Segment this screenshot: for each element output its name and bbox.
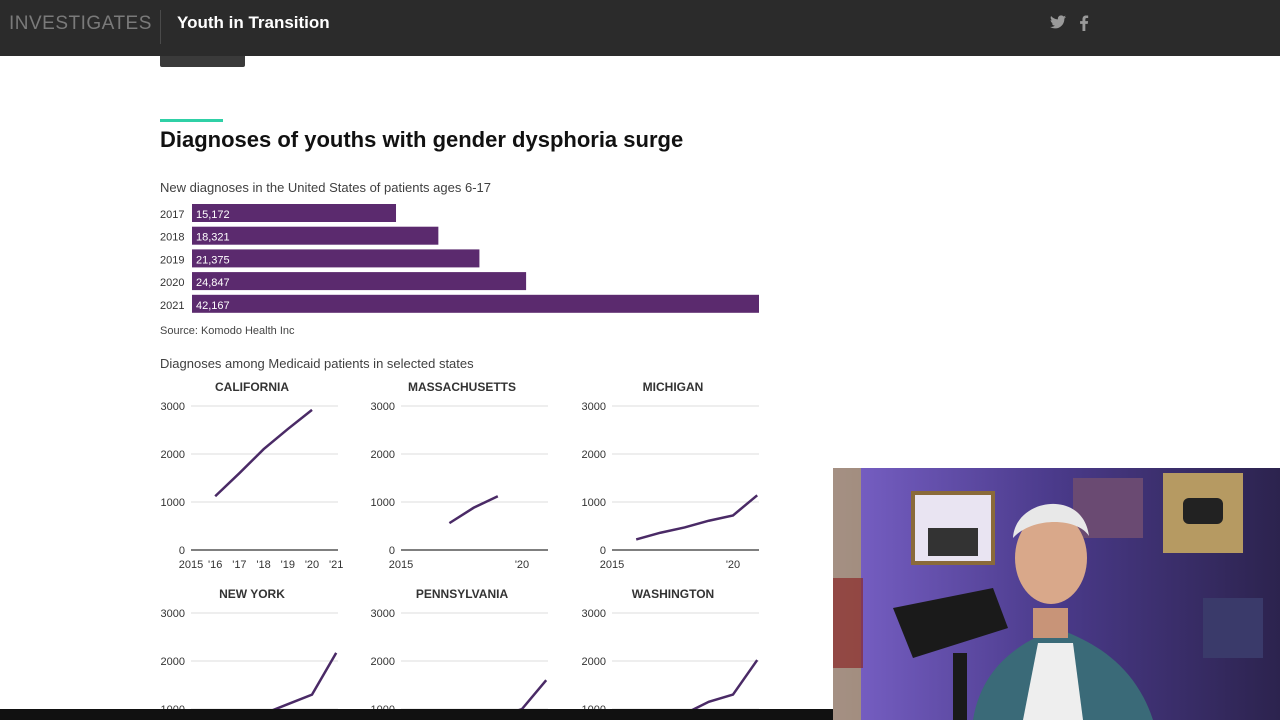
twitter-icon[interactable] [1049, 15, 1067, 33]
bar-year-label: 2018 [160, 232, 184, 244]
headline-accent-rule [160, 119, 223, 122]
webcam-overlay [833, 468, 1280, 720]
bar-value-label: 42,167 [196, 300, 230, 312]
series-line [691, 659, 759, 709]
series-line [635, 494, 759, 541]
series-title[interactable]: Youth in Transition [177, 13, 330, 32]
bar-year-label: 2017 [160, 209, 184, 221]
bar-year-label: 2019 [160, 254, 184, 266]
state-line-chart: WASHINGTON 3000 2000 1000 [582, 587, 759, 709]
state-chart-title: NEW YORK [219, 587, 285, 601]
author-photo-thumbnail [160, 56, 245, 67]
state-medicaid-line-charts: CALIFORNIA 3000 2000 1000 0 2015 '16 '17 '18 '19 '… [161, 380, 759, 709]
series-line [272, 652, 338, 709]
y-tick-label: 1000 [161, 704, 185, 709]
y-tick-label: 2000 [161, 656, 185, 668]
x-tick-label: '17 [232, 559, 246, 571]
streamer-webcam-image [833, 468, 1280, 720]
bar-year-label: 2020 [160, 277, 184, 289]
bar [192, 249, 480, 268]
y-tick-label: 2000 [161, 449, 185, 461]
bar [192, 294, 759, 313]
x-tick-label: '18 [256, 559, 270, 571]
state-line-chart: CALIFORNIA 3000 2000 1000 0 2015 '16 '17 '18 '19 '… [161, 380, 344, 571]
y-tick-label: 3000 [371, 608, 395, 620]
bar-value-label: 15,172 [196, 209, 230, 221]
state-charts-subtitle: Diagnoses among Medicaid patients in sel… [160, 356, 474, 371]
y-tick-label: 2000 [371, 656, 395, 668]
x-tick-label: '19 [281, 559, 295, 571]
x-tick-label: 2015 [389, 559, 413, 571]
x-tick-label: '20 [305, 559, 319, 571]
y-tick-label: 2000 [582, 449, 606, 461]
x-tick-label: '20 [515, 559, 529, 571]
state-line-chart: MASSACHUSETTS 3000 2000 1000 0 2015 '20 [371, 380, 548, 571]
state-line-chart: MICHIGAN 3000 2000 1000 0 2015 '20 [582, 380, 759, 571]
series-line [214, 408, 313, 498]
y-tick-label: 1000 [161, 497, 185, 509]
bar [192, 226, 439, 245]
brand-logo[interactable]: INVESTIGATES [9, 13, 152, 34]
x-tick-label: '16 [208, 559, 222, 571]
state-chart-title: MASSACHUSETTS [408, 380, 516, 394]
y-tick-label: 1000 [582, 497, 606, 509]
x-tick-label: 2015 [600, 559, 624, 571]
bar-value-label: 21,375 [196, 254, 230, 266]
bar-year-label: 2021 [160, 300, 184, 312]
y-tick-label: 3000 [161, 401, 185, 413]
y-tick-label: 2000 [582, 656, 606, 668]
y-tick-label: 3000 [582, 608, 606, 620]
state-chart-title: CALIFORNIA [215, 380, 289, 394]
y-tick-label: 1000 [371, 704, 395, 709]
state-chart-title: WASHINGTON [632, 587, 714, 601]
state-chart-title: MICHIGAN [643, 380, 704, 394]
bar-chart-subtitle: New diagnoses in the United States of pa… [160, 180, 491, 195]
graphic-headline: Diagnoses of youths with gender dysphori… [160, 127, 684, 152]
state-line-chart: NEW YORK 3000 2000 1000 [161, 587, 338, 709]
y-tick-label: 3000 [371, 401, 395, 413]
state-line-chart: PENNSYLVANIA 3000 2000 1000 [371, 587, 548, 709]
chart-source-note: Source: Komodo Health Inc [160, 325, 295, 337]
nav-divider [160, 10, 161, 44]
x-tick-label: '20 [726, 559, 740, 571]
x-tick-label: 2015 [179, 559, 203, 571]
series-line [518, 679, 548, 709]
y-tick-label: 0 [389, 545, 395, 557]
y-tick-label: 2000 [371, 449, 395, 461]
x-tick-label: '21 [329, 559, 343, 571]
y-tick-label: 3000 [161, 608, 185, 620]
bar-value-label: 18,321 [196, 232, 230, 244]
top-nav-bar: INVESTIGATES Youth in Transition [0, 0, 1280, 56]
facebook-icon[interactable] [1075, 15, 1093, 33]
national-diagnoses-bar-chart: 2017 15,172 2018 18,321 2019 21,375 2020 24,847… [160, 204, 759, 313]
bar [192, 272, 527, 291]
y-tick-label: 0 [179, 545, 185, 557]
bar [192, 204, 397, 222]
bottom-bar [0, 709, 833, 720]
y-tick-label: 1000 [371, 497, 395, 509]
state-chart-title: PENNSYLVANIA [416, 587, 509, 601]
series-line [448, 495, 499, 525]
y-tick-label: 0 [600, 545, 606, 557]
y-tick-label: 3000 [582, 401, 606, 413]
y-tick-label: 1000 [582, 704, 606, 709]
bar-value-label: 24,847 [196, 277, 230, 289]
